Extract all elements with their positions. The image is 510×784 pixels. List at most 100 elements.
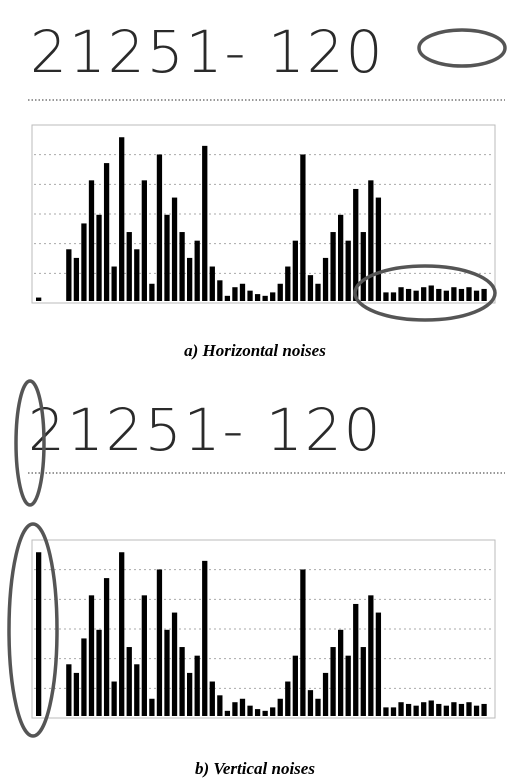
profile-bar (225, 296, 230, 301)
handwritten-number: 21251- 120 (30, 18, 385, 86)
profile-bar (232, 287, 237, 301)
profile-bar (157, 569, 162, 716)
profile-bar (300, 154, 305, 301)
profile-bar (338, 215, 343, 301)
profile-bar (361, 647, 366, 716)
profile-bar (376, 198, 381, 301)
profile-bar (202, 561, 207, 716)
profile-bar (474, 291, 479, 301)
profile-bar (112, 682, 117, 716)
profile-bar (436, 289, 441, 301)
profile-bar (179, 647, 184, 716)
profile-bar (187, 258, 192, 301)
profile-bar (210, 682, 215, 716)
profile-bar (323, 258, 328, 301)
profile-bar (481, 704, 486, 716)
profile-bar (104, 163, 109, 301)
panel-a: 21251- 120 a) Horizontal noises (28, 18, 505, 360)
profile-bar (368, 180, 373, 301)
profile-bar (263, 711, 268, 716)
profile-bar (406, 704, 411, 716)
profile-bar (459, 289, 464, 301)
profile-bar (451, 702, 456, 716)
profile-bar (255, 294, 260, 301)
profile-bar (376, 613, 381, 716)
handwritten-number: 21251- 120 (28, 396, 383, 464)
profile-bar (240, 699, 245, 716)
profile-bar (119, 137, 124, 301)
profile-bar (149, 699, 154, 716)
panel-b: 21251- 120 b) Vertical noises (9, 381, 505, 778)
profile-bar (481, 289, 486, 301)
caption: a) Horizontal noises (184, 341, 326, 360)
profile-bar (217, 695, 222, 716)
profile-bar (270, 292, 275, 301)
profile-bar (164, 630, 169, 716)
profile-bar (308, 690, 313, 716)
profile-bar (157, 154, 162, 301)
profile-bar (353, 604, 358, 716)
histogram (34, 137, 493, 301)
profile-bar (391, 292, 396, 301)
profile-bar (459, 704, 464, 716)
profile-bar (398, 702, 403, 716)
profile-bar (134, 664, 139, 716)
profile-bar (172, 198, 177, 301)
noise-ring (419, 30, 505, 66)
profile-bar (466, 702, 471, 716)
profile-bar (217, 280, 222, 301)
profile-bar (96, 630, 101, 716)
profile-bar (361, 232, 366, 301)
profile-bar (285, 267, 290, 301)
figure: 21251- 120 a) Horizontal noises 21251- 1… (0, 0, 510, 784)
profile-bar (134, 249, 139, 301)
profile-bar (398, 287, 403, 301)
profile-bar (429, 700, 434, 716)
profile-bar (187, 673, 192, 716)
profile-bar (346, 656, 351, 716)
profile-bar (89, 180, 94, 301)
profile-bar (127, 647, 132, 716)
profile-bar (338, 630, 343, 716)
profile-bar (195, 656, 200, 716)
profile-bar (263, 296, 268, 301)
profile-bar (474, 706, 479, 716)
profile-bar (66, 249, 71, 301)
profile-bar (315, 284, 320, 301)
profile-bar (466, 287, 471, 301)
profile-bar (293, 656, 298, 716)
profile-bar (391, 707, 396, 716)
profile-bar (36, 552, 41, 716)
profile-bar (270, 707, 275, 716)
profile-bar (104, 578, 109, 716)
profile-bar (323, 673, 328, 716)
profile-bar (74, 673, 79, 716)
profile-bar (444, 706, 449, 716)
profile-bar (429, 285, 434, 301)
profile-bar (330, 232, 335, 301)
profile-bar (285, 682, 290, 716)
profile-bar (444, 291, 449, 301)
profile-bar (119, 552, 124, 716)
profile-bar (414, 706, 419, 716)
profile-bar (330, 647, 335, 716)
profile-bar (142, 180, 147, 301)
histogram (34, 552, 493, 716)
profile-bar (346, 241, 351, 301)
profile-bar (81, 638, 86, 716)
page: {"panels": [ {"handwriting": "21251- 120… (0, 0, 510, 784)
profile-bar (414, 291, 419, 301)
profile-bar (278, 284, 283, 301)
profile-bar (202, 146, 207, 301)
profile-bar (210, 267, 215, 301)
profile-bar (383, 292, 388, 301)
profile-bar (164, 215, 169, 301)
profile-bar (247, 706, 252, 716)
caption: b) Vertical noises (195, 759, 315, 778)
profile-bar (247, 291, 252, 301)
profile-bar (368, 595, 373, 716)
profile-bar (96, 215, 101, 301)
noise-ring (9, 524, 57, 736)
profile-bar (300, 569, 305, 716)
profile-bar (89, 595, 94, 716)
